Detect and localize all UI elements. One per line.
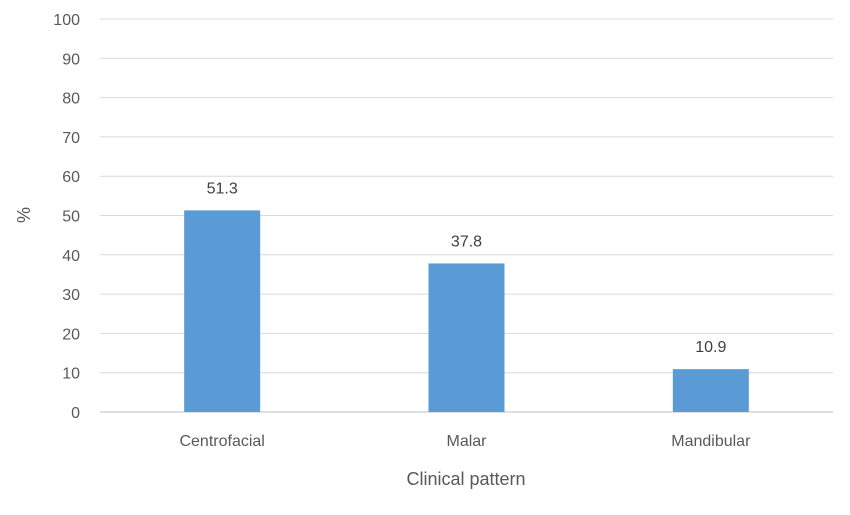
y-tick-label: 90	[62, 51, 80, 68]
data-label: 51.3	[207, 180, 238, 197]
bars	[184, 210, 749, 412]
x-axis-title: Clinical pattern	[406, 469, 525, 489]
x-tick-label: Mandibular	[671, 433, 751, 450]
y-axis-tick-labels: 0 10 20 30 40 50 60 70 80 90 100	[53, 12, 80, 422]
bar-malar	[428, 263, 505, 412]
y-tick-label: 70	[62, 130, 80, 147]
y-tick-label: 20	[62, 326, 80, 343]
y-tick-label: 60	[62, 169, 80, 186]
bar-centrofacial	[184, 210, 261, 412]
x-axis-tick-labels: Centrofacial Malar Mandibular	[179, 433, 751, 450]
x-tick-label: Centrofacial	[179, 433, 264, 450]
y-tick-label: 0	[71, 405, 80, 422]
y-tick-label: 30	[62, 287, 80, 304]
data-label: 10.9	[695, 339, 726, 356]
y-tick-label: 40	[62, 248, 80, 265]
y-axis-title: %	[14, 207, 34, 223]
data-labels: 51.3 37.8 10.9	[207, 180, 727, 356]
y-tick-label: 50	[62, 209, 80, 226]
x-tick-label: Malar	[446, 433, 487, 450]
data-label: 37.8	[451, 233, 482, 250]
y-tick-label: 80	[62, 91, 80, 108]
y-tick-label: 10	[62, 366, 80, 383]
bar-mandibular	[672, 369, 749, 412]
y-tick-label: 100	[53, 12, 80, 29]
